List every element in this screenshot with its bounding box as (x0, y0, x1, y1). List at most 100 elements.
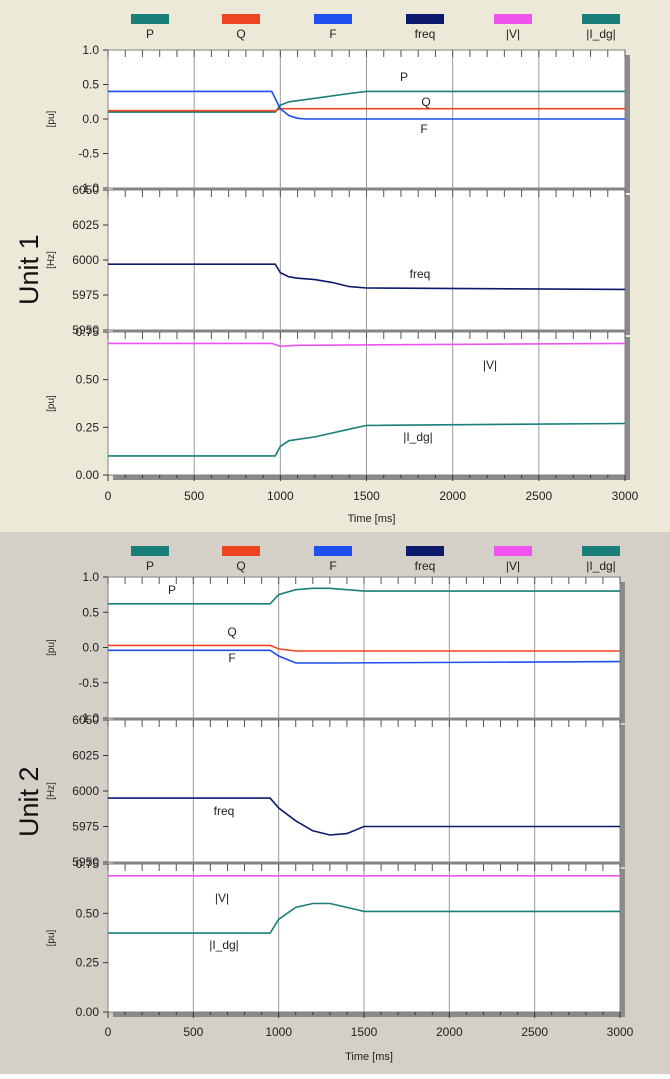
series-annotation: |V| (483, 358, 497, 372)
legend-item: P (115, 546, 185, 573)
y-tick-label: 0.50 (76, 373, 100, 387)
legend-swatch (222, 14, 260, 24)
y-tick-label: 5950 (72, 855, 99, 869)
x-tick-label: 2500 (521, 1025, 548, 1039)
y-tick-label: -0.5 (78, 147, 99, 161)
x-tick-label: 1500 (353, 489, 380, 503)
y-tick-label: -1.0 (78, 711, 99, 725)
y-tick-label: 0.0 (82, 641, 99, 655)
legend-swatch (314, 546, 352, 556)
x-tick-label: 500 (184, 489, 204, 503)
legend-label: Q (236, 27, 246, 41)
series-annotation: freq (214, 804, 235, 818)
y-axis-label: [pu] (46, 110, 57, 127)
series-annotation: F (420, 122, 427, 136)
series-line-v (108, 342, 626, 348)
y-tick-label: 0.5 (82, 78, 99, 92)
legend-label: |I_dg| (586, 559, 616, 573)
y-axis-label: [pu] (46, 395, 57, 412)
y-tick-label: 0.50 (76, 906, 100, 920)
y-axis-label: [pu] (46, 929, 57, 946)
y-tick-label: 5975 (72, 820, 99, 834)
legend-swatch (222, 546, 260, 556)
y-tick-label: 6025 (72, 749, 99, 763)
x-tick-label: 3000 (607, 1025, 634, 1039)
y-tick-label: 0.75 (76, 857, 100, 871)
x-tick-label: 0 (105, 1025, 112, 1039)
series-line-f (108, 90, 625, 120)
legend-swatch (314, 14, 352, 24)
series-annotation: F (228, 651, 235, 665)
y-tick-label: 0.25 (76, 420, 100, 434)
legend-label: P (145, 27, 154, 41)
legend-label: |V| (505, 559, 521, 573)
x-tick-label: 500 (183, 1025, 203, 1039)
x-tick-label: 2000 (436, 1025, 463, 1039)
legend-swatch (494, 14, 532, 24)
legend-swatch (582, 14, 620, 24)
y-axis-label: [Hz] (46, 782, 57, 800)
x-tick-label: 0 (105, 489, 112, 503)
series-line-freq (108, 263, 626, 291)
y-tick-label: 5950 (72, 323, 99, 337)
series-annotation: Q (421, 95, 430, 109)
y-tick-label: 0.00 (76, 1005, 100, 1019)
y-tick-label: 0.75 (76, 325, 100, 339)
series-annotation: Q (227, 625, 236, 639)
y-axis-label: [Hz] (46, 251, 57, 269)
y-tick-label: 1.0 (82, 570, 99, 584)
legend-label: freq (414, 27, 436, 41)
series-annotation: |V| (215, 891, 229, 905)
y-tick-label: 0.0 (82, 112, 99, 126)
x-tick-label: 3000 (612, 489, 639, 503)
x-tick-label: 2000 (439, 489, 466, 503)
y-tick-label: 0.25 (76, 956, 100, 970)
y-tick-label: 6050 (72, 713, 99, 727)
legend-item: freq (390, 546, 460, 573)
legend-label: P (145, 559, 154, 573)
legend-item: freq (390, 14, 460, 41)
unit-1-chart: 1.0 0.5 0.0 -0.5 -1.0 [pu] PQF 6050 6025 6000 5975… (46, 43, 639, 525)
legend-item: |I_dg| (566, 14, 636, 41)
series-annotation: P (168, 583, 176, 597)
x-tick-label: 1000 (265, 1025, 292, 1039)
legend-item: |V| (478, 546, 548, 573)
y-axis-label: [pu] (46, 639, 57, 656)
legend-label: Q (236, 559, 246, 573)
legend-item: F (298, 546, 368, 573)
legend-item: F (298, 14, 368, 41)
y-tick-label: 0.5 (82, 605, 99, 619)
legend-label: |I_dg| (586, 27, 616, 41)
legend-label: |V| (505, 27, 521, 41)
legend-swatch (494, 546, 532, 556)
series-annotation: |I_dg| (209, 938, 239, 952)
series-annotation: |I_dg| (403, 430, 433, 444)
series-line-idg (108, 902, 620, 934)
legend-swatch (406, 14, 444, 24)
legend-label: F (329, 559, 337, 573)
legend-swatch (131, 546, 169, 556)
x-tick-label: 1500 (351, 1025, 378, 1039)
series-annotation: P (400, 70, 408, 84)
series-line-f (108, 649, 621, 664)
legend-label: freq (414, 559, 436, 573)
y-tick-label: 1.0 (82, 43, 99, 57)
x-tick-label: 1000 (267, 489, 294, 503)
y-tick-label: 6000 (72, 253, 99, 267)
legend-label: F (329, 27, 337, 41)
legend-item: Q (206, 546, 276, 573)
y-tick-label: 6025 (72, 218, 99, 232)
y-tick-label: 6000 (72, 784, 99, 798)
series-annotation: freq (410, 267, 431, 281)
series-line-q (108, 644, 620, 652)
series-line-freq (108, 797, 620, 836)
y-tick-label: -0.5 (78, 676, 99, 690)
legend-item: |I_dg| (566, 546, 636, 573)
unit-label: Unit 1 (14, 234, 44, 305)
x-axis-title: Time [ms] (348, 513, 396, 525)
y-tick-label: 5975 (72, 288, 99, 302)
